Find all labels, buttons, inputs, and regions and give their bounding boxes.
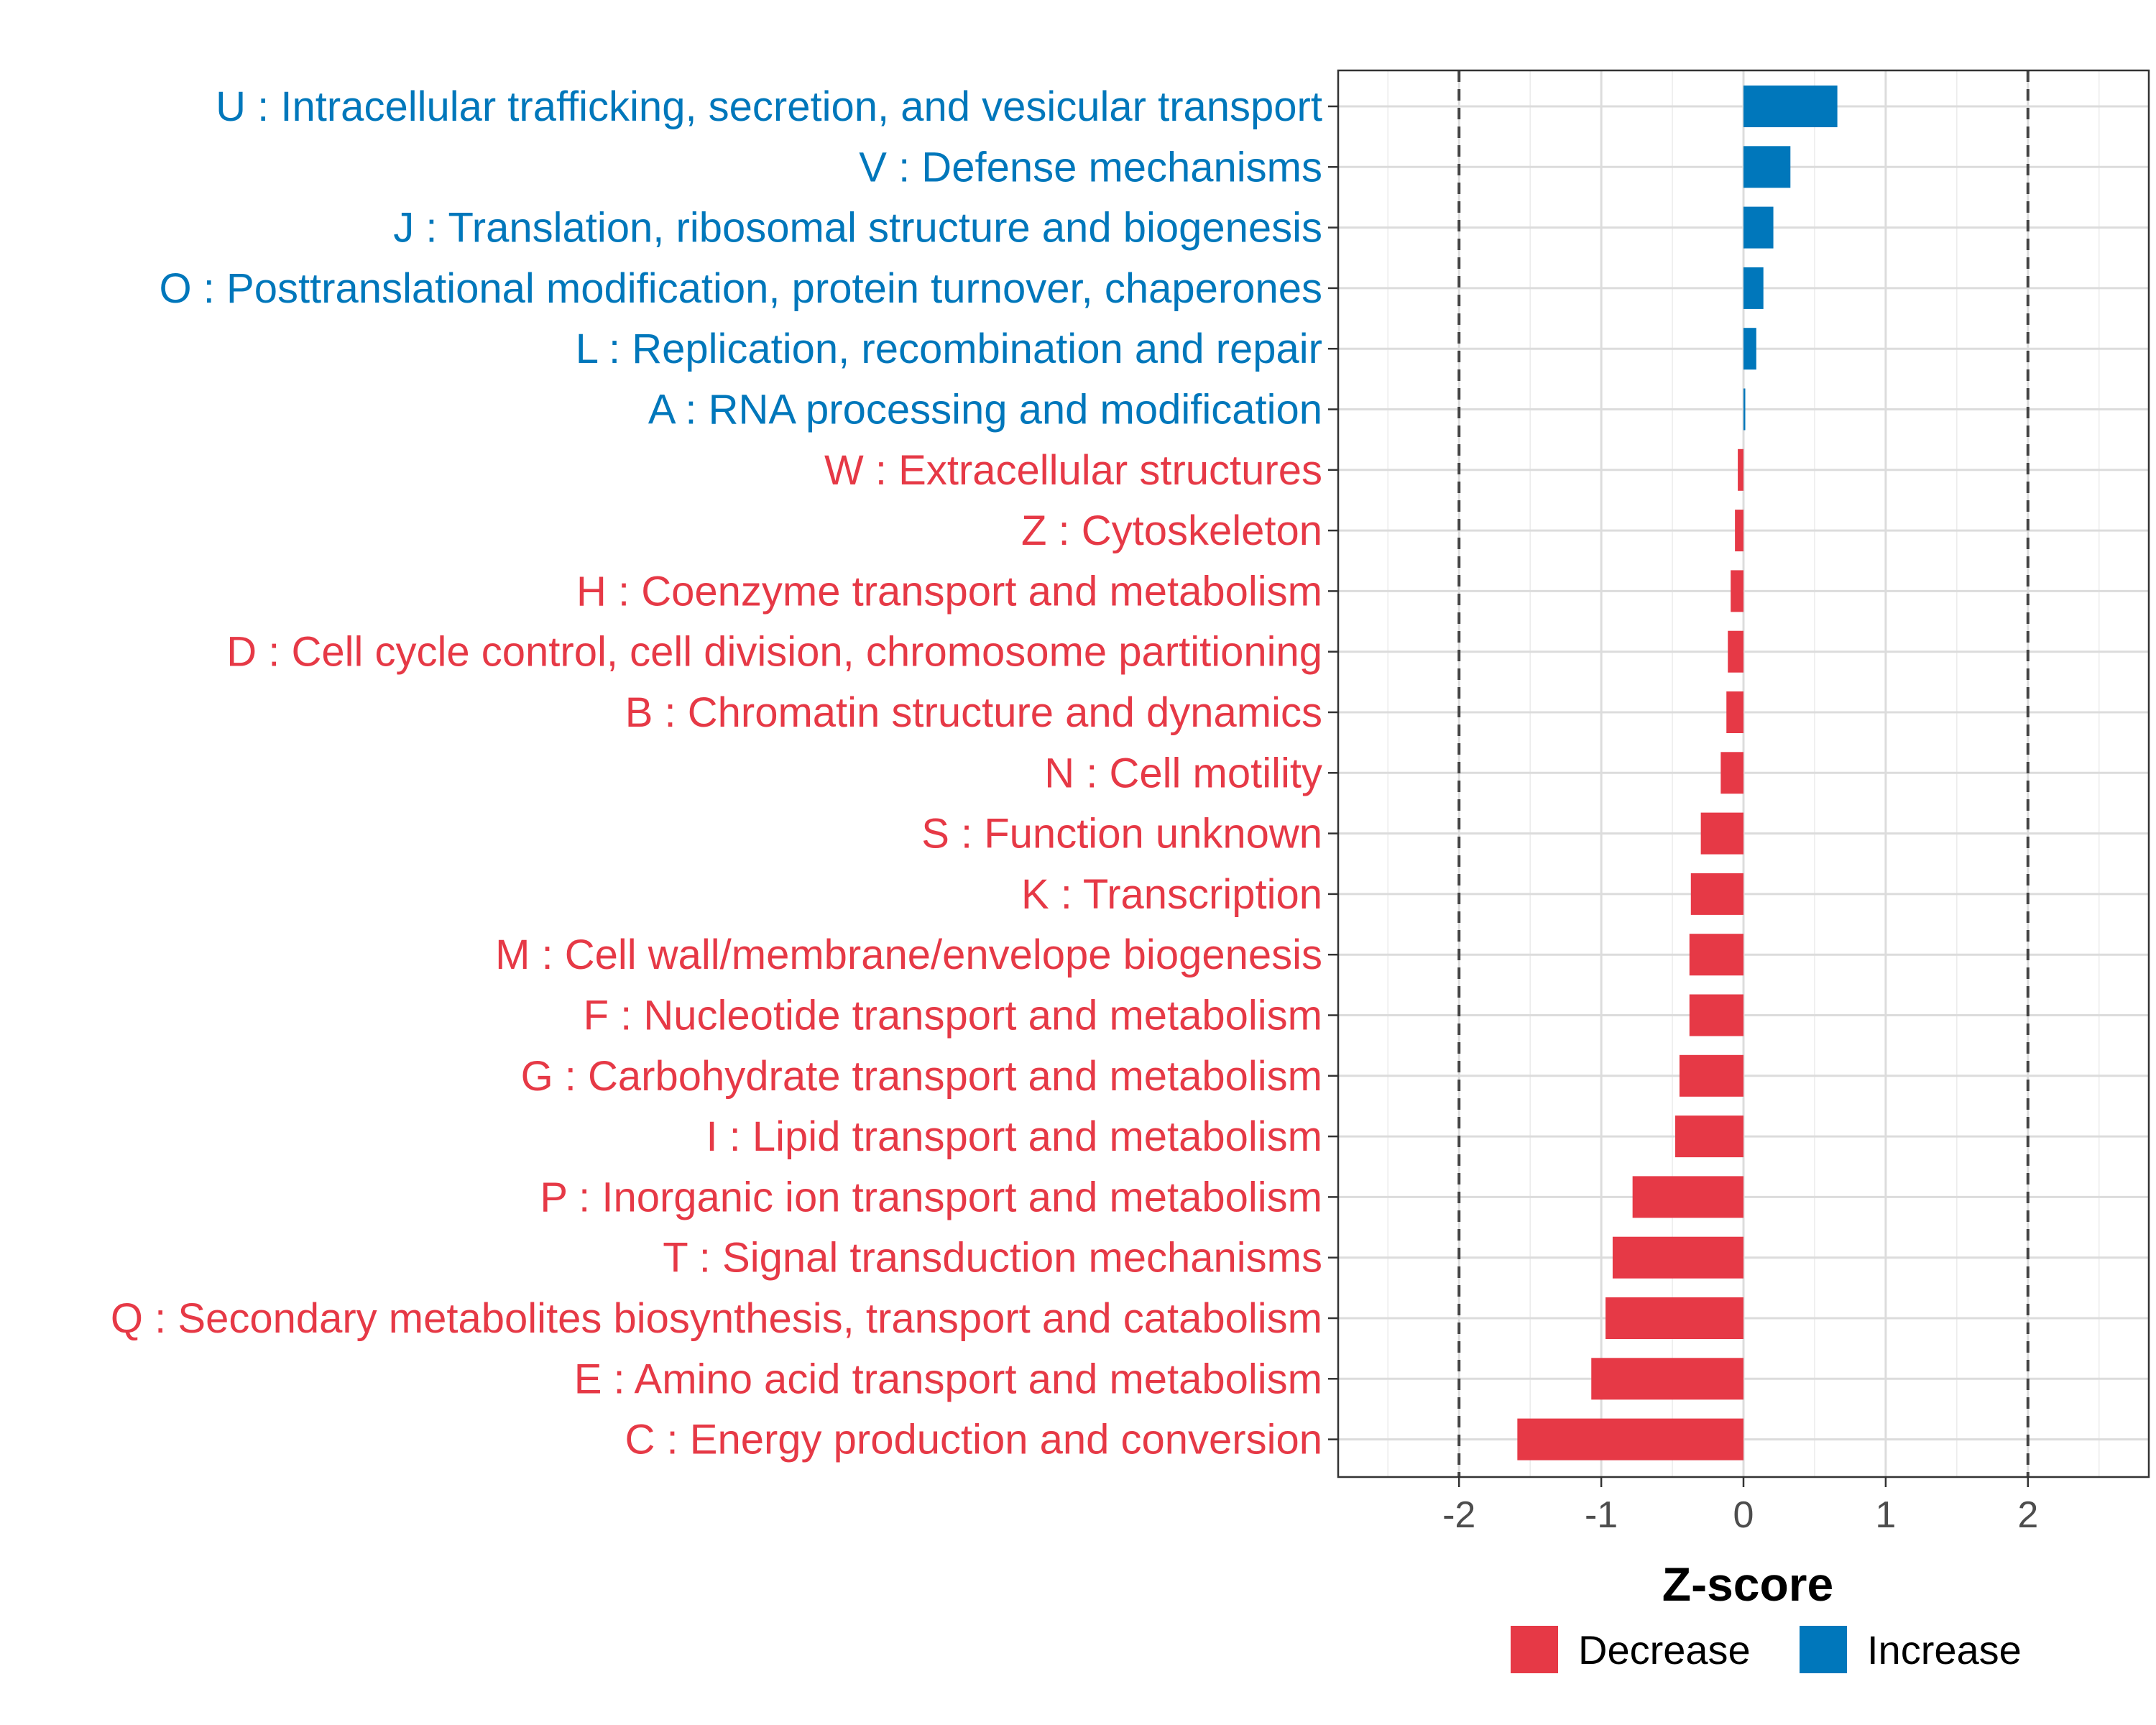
legend-key-increase (1800, 1626, 1847, 1673)
bar-decrease (1517, 1418, 1743, 1460)
bar-increase (1743, 206, 1774, 249)
category-labels: U : Intracellular trafficking, secretion… (111, 83, 1322, 1463)
category-label: N : Cell motility (1044, 750, 1322, 796)
reference-lines (1457, 70, 2030, 1477)
category-label: K : Transcription (1021, 871, 1322, 918)
category-label: F : Nucleotide transport and metabolism (584, 993, 1322, 1039)
legend: Decrease Increase (1511, 1626, 2022, 1673)
x-axis-ticks: -2 -1 0 1 2 (1442, 1477, 2038, 1536)
bar-decrease (1738, 448, 1743, 491)
category-label: C : Energy production and conversion (625, 1417, 1322, 1463)
bar-decrease (1632, 1176, 1743, 1218)
bar-decrease (1612, 1236, 1743, 1279)
bar-decrease (1689, 994, 1743, 1036)
bar-decrease (1690, 873, 1743, 915)
category-label: G : Carbohydrate transport and metabolis… (521, 1053, 1322, 1100)
category-label: M : Cell wall/membrane/envelope biogenes… (495, 932, 1322, 978)
category-label: P : Inorganic ion transport and metaboli… (540, 1174, 1322, 1220)
x-tick-label: 0 (1733, 1494, 1754, 1536)
category-label: Z : Cytoskeleton (1021, 507, 1322, 554)
bar-decrease (1675, 1116, 1743, 1158)
category-label: J : Translation, ribosomal structure and… (393, 205, 1322, 252)
legend-label-increase: Increase (1867, 1627, 2022, 1673)
category-label: E : Amino acid transport and metabolism (574, 1356, 1322, 1402)
bar-decrease (1591, 1358, 1743, 1400)
bar-increase (1743, 86, 1838, 127)
category-label: S : Function unknown (921, 811, 1322, 857)
category-label: L : Replication, recombination and repai… (576, 326, 1322, 372)
x-tick-label: 1 (1875, 1494, 1896, 1536)
legend-key-decrease (1511, 1626, 1558, 1673)
x-tick-label: -2 (1442, 1494, 1475, 1536)
category-label: T : Signal transduction mechanisms (663, 1235, 1322, 1282)
x-tick-label: -1 (1585, 1494, 1618, 1536)
category-label: U : Intracellular trafficking, secretion… (216, 83, 1322, 130)
bar-increase (1743, 328, 1756, 370)
legend-label-decrease: Decrease (1578, 1627, 1751, 1673)
category-label: Q : Secondary metabolites biosynthesis, … (111, 1295, 1322, 1342)
bar-increase (1743, 388, 1746, 431)
bar-decrease (1689, 934, 1743, 976)
category-label: A : RNA processing and modification (648, 387, 1322, 433)
bar-decrease (1720, 752, 1743, 794)
bars (1517, 86, 1838, 1460)
category-label: V : Defense mechanisms (859, 144, 1322, 190)
x-axis-title: Z-score (1662, 1558, 1833, 1611)
bar-increase (1743, 146, 1791, 188)
y-axis-ticks (1328, 105, 1338, 1440)
category-label: O : Posttranslational modification, prot… (160, 265, 1322, 312)
bar-decrease (1700, 812, 1743, 855)
category-label: H : Coenzyme transport and metabolism (576, 568, 1322, 615)
bar-decrease (1728, 630, 1743, 673)
category-label: D : Cell cycle control, cell division, c… (226, 629, 1322, 676)
category-label: I : Lipid transport and metabolism (706, 1113, 1322, 1160)
bar-increase (1743, 267, 1764, 309)
bar-decrease (1679, 1054, 1743, 1097)
bar-decrease (1731, 570, 1743, 612)
bar-decrease (1726, 691, 1743, 733)
category-label: B : Chromatin structure and dynamics (625, 689, 1322, 736)
bar-decrease (1606, 1297, 1743, 1339)
bar-decrease (1735, 510, 1743, 552)
x-tick-label: 2 (2017, 1494, 2038, 1536)
category-label: W : Extracellular structures (824, 447, 1322, 494)
